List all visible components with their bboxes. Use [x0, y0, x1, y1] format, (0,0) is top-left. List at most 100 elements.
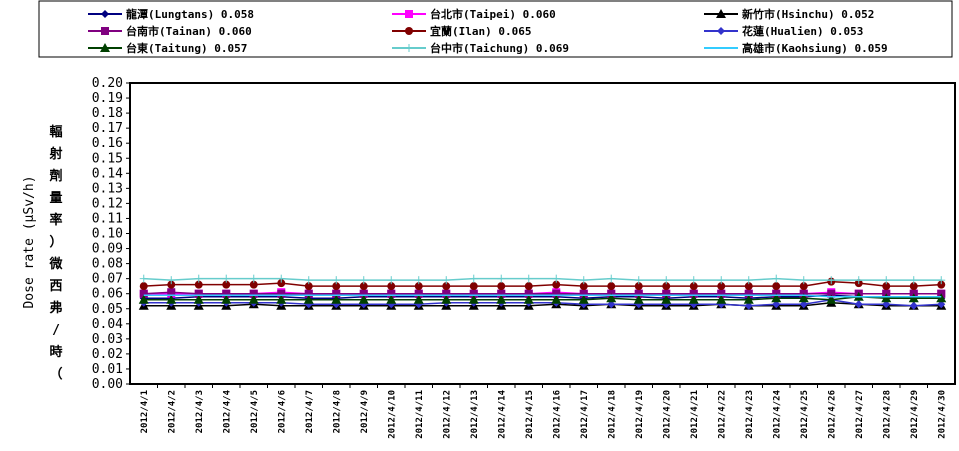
data-point	[882, 276, 891, 285]
y-tick-label: 0.10	[92, 227, 123, 242]
x-tick-label: 2012/4/16	[552, 390, 562, 439]
data-point	[909, 276, 918, 285]
data-point	[882, 282, 891, 291]
data-point	[469, 282, 478, 291]
data-point	[579, 276, 588, 285]
data-point	[167, 288, 176, 297]
data-point	[633, 294, 644, 304]
data-point	[248, 294, 259, 304]
x-tick-label: 2012/4/19	[635, 390, 645, 439]
x-axis: 2012/4/1 2012/4/2 2012/4/3 2012/4/4 2012/4/5…	[140, 384, 947, 439]
legend-label: 台南市(Tainan) 0.060	[126, 24, 252, 38]
x-tick-label: 2012/4/5	[250, 390, 260, 433]
y-tick-label: 0.18	[92, 106, 123, 121]
y-axis: 0.000.010.020.030.040.050.060.070.080.09…	[92, 76, 130, 392]
legend-label: 宜蘭(Ilan) 0.065	[430, 24, 531, 38]
x-tick-label: 2012/4/18	[607, 390, 617, 439]
legend-marker	[405, 44, 413, 52]
y-tick-label: 0.20	[92, 76, 123, 91]
data-point	[908, 293, 919, 303]
data-point	[359, 276, 368, 285]
data-point	[743, 294, 754, 304]
y-axis-label-char: 時	[49, 344, 62, 360]
data-point	[387, 289, 396, 298]
data-point	[387, 276, 396, 285]
data-point	[497, 282, 506, 291]
data-point	[689, 276, 698, 285]
data-point	[303, 294, 314, 304]
data-point	[139, 289, 148, 298]
legend-item: 台中市(Taichung) 0.069	[392, 41, 569, 55]
y-tick-label: 0.19	[92, 91, 123, 106]
y-axis-label-char: 射	[48, 146, 62, 162]
data-point	[469, 289, 478, 298]
data-point	[607, 274, 616, 283]
data-point	[277, 274, 286, 283]
legend-item: 宜蘭(Ilan) 0.065	[392, 24, 531, 38]
data-point	[524, 289, 533, 298]
data-point	[413, 294, 424, 304]
data-point	[936, 293, 947, 303]
legend-marker	[101, 27, 109, 35]
data-point	[442, 276, 451, 285]
y-axis-label-char: 量	[49, 191, 62, 206]
data-point	[524, 274, 533, 283]
data-point	[771, 293, 782, 303]
data-point	[689, 282, 698, 291]
series-line	[143, 277, 942, 281]
data-point	[167, 276, 176, 285]
legend-label: 新竹市(Hsinchu) 0.052	[742, 7, 874, 21]
legend-item: 台東(Taitung) 0.057	[88, 41, 247, 55]
series-line	[143, 294, 942, 299]
y-tick-label: 0.16	[92, 136, 123, 151]
data-point	[524, 282, 533, 291]
data-point	[193, 294, 204, 304]
data-point	[799, 276, 808, 285]
data-point	[881, 293, 892, 303]
y-tick-label: 0.14	[92, 166, 123, 181]
data-point	[167, 280, 176, 289]
x-tick-label: 2012/4/25	[800, 390, 810, 439]
data-point	[661, 294, 672, 304]
x-tick-label: 2012/4/13	[470, 390, 480, 439]
data-point	[221, 294, 232, 304]
x-tick-label: 2012/4/30	[937, 390, 947, 439]
series-line	[143, 294, 942, 298]
data-point	[497, 289, 506, 298]
data-point	[854, 276, 863, 285]
y-tick-label: 0.04	[92, 317, 123, 332]
legend-item: 台南市(Tainan) 0.060	[88, 24, 252, 38]
data-point	[277, 289, 286, 298]
data-point	[166, 294, 177, 304]
data-point	[359, 282, 368, 291]
data-point	[827, 289, 836, 298]
y-tick-label: 0.02	[92, 347, 123, 362]
x-tick-label: 2012/4/20	[662, 390, 672, 439]
data-point	[222, 280, 231, 289]
x-tick-label: 2012/4/6	[277, 390, 287, 433]
data-point	[332, 289, 341, 298]
series-line	[143, 280, 942, 287]
data-point	[249, 289, 258, 298]
data-point	[937, 300, 946, 309]
data-point	[607, 300, 616, 309]
legend-marker	[717, 27, 725, 35]
y-tick-label: 0.17	[92, 121, 123, 136]
legend: 龍潭(Lungtans) 0.058 台北市(Taipei) 0.060 新竹市(H…	[88, 7, 888, 55]
data-point	[332, 276, 341, 285]
data-point	[468, 294, 479, 304]
data-point	[688, 294, 699, 304]
y-axis-label-char: /	[52, 323, 60, 338]
series-6	[138, 291, 947, 304]
data-point	[359, 289, 368, 298]
series-layer	[138, 274, 947, 310]
y-tick-label: 0.01	[92, 362, 123, 377]
y-axis-label-char: ）	[49, 234, 62, 250]
data-point	[662, 276, 671, 285]
y-axis-label-char: 輻	[49, 124, 62, 140]
data-point	[222, 274, 231, 283]
data-point	[277, 279, 286, 288]
data-point	[772, 282, 781, 291]
data-point	[387, 282, 396, 291]
data-point	[909, 282, 918, 291]
